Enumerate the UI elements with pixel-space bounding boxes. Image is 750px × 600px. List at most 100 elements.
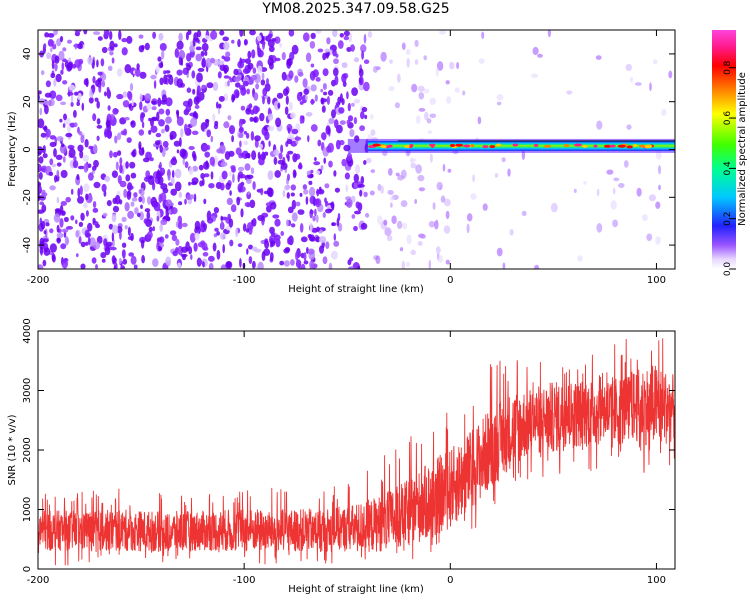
heatmap-cell bbox=[56, 232, 64, 238]
heatmap-cell bbox=[93, 181, 101, 189]
heatmap-cell bbox=[507, 168, 511, 177]
heatmap-cell bbox=[482, 203, 488, 211]
heatmap-cell bbox=[291, 44, 299, 55]
heatmap-cell bbox=[238, 118, 243, 128]
heatmap-cells bbox=[38, 30, 675, 269]
signal-hotspot bbox=[470, 144, 475, 148]
heatmap-cell bbox=[122, 258, 128, 265]
heatmap-cell bbox=[346, 119, 351, 125]
heatmap-cell bbox=[116, 93, 124, 100]
heatmap-cell bbox=[237, 243, 243, 248]
heatmap-cell bbox=[257, 34, 262, 42]
heatmap-cell bbox=[287, 173, 290, 181]
heatmap-cell bbox=[316, 226, 320, 232]
heatmap-cell bbox=[60, 69, 64, 75]
heatmap-cell bbox=[218, 103, 222, 109]
heatmap-cell bbox=[77, 187, 81, 198]
heatmap-cell bbox=[481, 31, 485, 39]
heatmap-cell bbox=[186, 87, 192, 93]
heatmap-cell bbox=[396, 73, 401, 83]
heatmap-cell bbox=[245, 228, 250, 233]
heatmap-cell bbox=[332, 30, 338, 38]
heatmap-cell bbox=[247, 153, 251, 159]
heatmap-cell bbox=[344, 172, 350, 180]
heatmap-cell bbox=[372, 65, 378, 73]
signal-hotspot bbox=[431, 145, 435, 148]
heatmap-cell bbox=[127, 226, 131, 236]
heatmap-cell bbox=[170, 177, 175, 185]
heatmap-cell bbox=[346, 91, 349, 100]
heatmap-cell bbox=[121, 38, 128, 43]
heatmap-cell bbox=[334, 119, 339, 129]
heatmap-cell bbox=[95, 264, 98, 269]
heatmap-cell bbox=[195, 37, 200, 43]
snr-series-line bbox=[38, 338, 675, 566]
heatmap-cell bbox=[225, 51, 231, 58]
heatmap-cell bbox=[119, 164, 123, 174]
heatmap-cell bbox=[238, 132, 244, 138]
heatmap-cell bbox=[445, 210, 450, 220]
heatmap-cell bbox=[324, 48, 330, 53]
heatmap-cell bbox=[96, 100, 100, 109]
heatmap-cell bbox=[117, 150, 122, 156]
heatmap-cell bbox=[411, 83, 418, 93]
heatmap-cell bbox=[347, 102, 351, 112]
heatmap-cell bbox=[284, 106, 289, 115]
heatmap-cell bbox=[87, 236, 91, 246]
heatmap-cell bbox=[176, 116, 184, 126]
heatmap-cell bbox=[47, 39, 54, 47]
heatmap-cell bbox=[196, 72, 203, 83]
heatmap-cell bbox=[77, 92, 82, 101]
heatmap-cell bbox=[61, 260, 68, 269]
heatmap-cell bbox=[201, 84, 206, 90]
heatmap-cell bbox=[159, 167, 166, 176]
heatmap-cell bbox=[251, 246, 258, 252]
heatmap-cell bbox=[181, 222, 188, 228]
heatmap-cell bbox=[76, 101, 80, 106]
heatmap-cell bbox=[55, 94, 63, 102]
heatmap-cell bbox=[429, 97, 436, 105]
heatmap-cell bbox=[121, 242, 127, 248]
heatmap-cell bbox=[93, 31, 101, 35]
y-tick-label: -40 bbox=[22, 237, 33, 253]
heatmap-cell bbox=[321, 132, 327, 141]
heatmap-cell bbox=[246, 177, 252, 184]
heatmap-cell bbox=[201, 242, 208, 251]
y-tick-label: 1000 bbox=[22, 497, 33, 522]
heatmap-cell bbox=[323, 91, 328, 96]
heatmap-cell bbox=[67, 39, 72, 44]
heatmap-cell bbox=[233, 89, 240, 99]
heatmap-cell bbox=[139, 71, 147, 79]
heatmap-cell bbox=[130, 201, 135, 207]
heatmap-cell bbox=[201, 57, 206, 68]
heatmap-cell bbox=[294, 153, 301, 160]
heatmap-cell bbox=[269, 252, 274, 261]
heatmap-cell bbox=[77, 144, 84, 152]
heatmap-cell bbox=[114, 135, 118, 144]
heatmap-cell bbox=[270, 231, 276, 238]
heatmap-cell bbox=[146, 103, 152, 111]
heatmap-cell bbox=[330, 250, 338, 260]
heatmap-cell bbox=[223, 75, 230, 79]
heatmap-cell bbox=[307, 135, 310, 143]
heatmap-cell bbox=[596, 120, 603, 130]
heatmap-cell bbox=[339, 120, 346, 125]
heatmap-cell bbox=[192, 165, 199, 172]
heatmap-cell bbox=[130, 232, 134, 242]
heatmap-cell bbox=[355, 201, 360, 209]
heatmap-cell bbox=[266, 205, 272, 213]
heatmap-cell bbox=[521, 210, 527, 216]
heatmap-cell bbox=[275, 238, 281, 248]
heatmap-cell bbox=[315, 170, 321, 175]
heatmap-cell bbox=[49, 228, 54, 234]
heatmap-cell bbox=[263, 190, 269, 195]
heatmap-cell bbox=[74, 91, 79, 96]
heatmap-cell bbox=[196, 85, 201, 95]
heatmap-cell bbox=[81, 102, 85, 111]
heatmap-cell bbox=[109, 246, 117, 251]
heatmap-cell bbox=[72, 160, 79, 169]
heatmap-cell bbox=[649, 82, 652, 92]
heatmap-cell bbox=[466, 213, 473, 222]
heatmap-cell bbox=[202, 261, 205, 268]
heatmap-cell bbox=[191, 177, 199, 185]
